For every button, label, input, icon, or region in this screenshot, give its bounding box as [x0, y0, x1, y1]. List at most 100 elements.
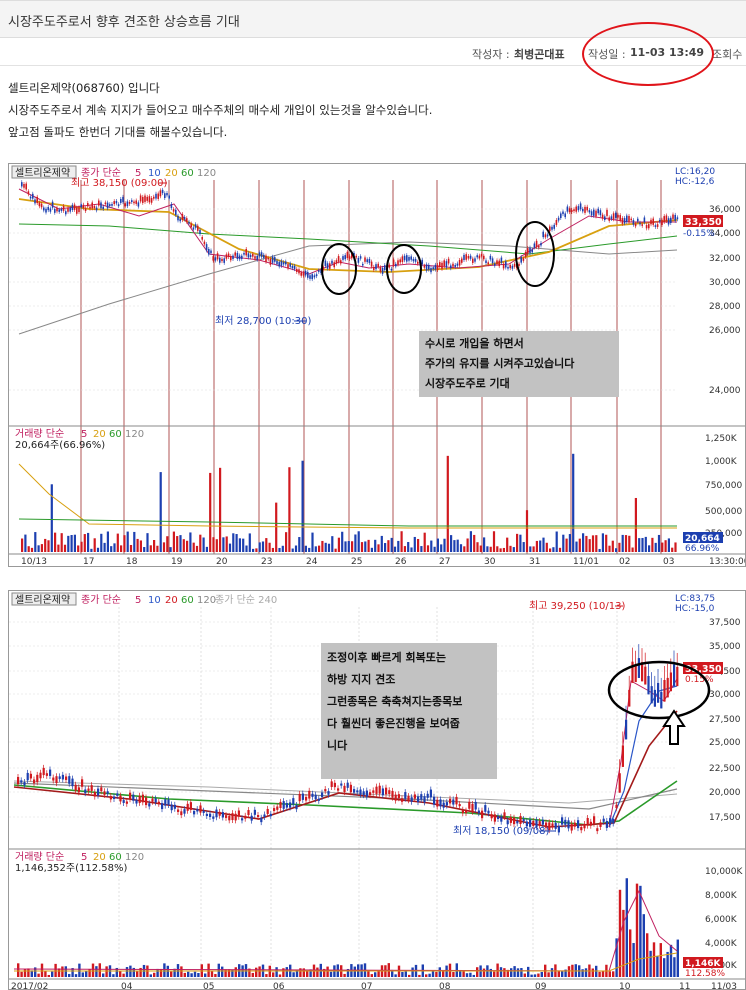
candle-body — [137, 202, 140, 207]
volume-bar — [629, 929, 632, 977]
volume-pct-tag: 66.96% — [685, 544, 720, 554]
volume-bar — [482, 968, 486, 977]
volume-bar — [489, 546, 492, 552]
candle-body — [441, 262, 443, 269]
volume-bar — [195, 545, 199, 552]
candle-body — [42, 767, 45, 776]
candle-body — [637, 218, 639, 222]
candle-body — [582, 208, 584, 212]
candle-body — [631, 661, 634, 683]
candle-body — [65, 211, 67, 215]
volume-bar — [187, 971, 190, 977]
candle-body — [439, 799, 442, 807]
candle-body — [357, 258, 360, 263]
candle-body — [420, 794, 423, 800]
candle-body — [29, 196, 32, 199]
candle-body — [397, 794, 400, 799]
volume-bar — [70, 535, 73, 552]
candle-body — [311, 274, 313, 280]
candle-body — [133, 201, 135, 204]
candle-body — [359, 789, 362, 795]
price-tick: 36,000 — [709, 205, 741, 215]
candle-body — [641, 662, 644, 682]
candle-body — [454, 264, 456, 267]
volume-bar — [37, 973, 40, 977]
volume-bar — [601, 533, 604, 552]
candle-body — [670, 217, 672, 223]
candle-body — [109, 204, 111, 206]
volume-bar — [669, 944, 673, 977]
ma5-legend: 5 — [135, 168, 141, 179]
candle-body — [26, 772, 29, 781]
volume-bar — [125, 967, 129, 977]
candle-body — [292, 798, 295, 805]
volume-bar — [268, 542, 271, 552]
candle-body — [138, 795, 141, 803]
candle-body — [231, 813, 234, 821]
candle-body — [673, 664, 676, 687]
volume-bar — [661, 542, 664, 552]
price-tick: 32,500 — [709, 667, 741, 677]
candle-body — [285, 261, 287, 265]
candle-body — [476, 255, 478, 258]
volume-bar — [21, 538, 24, 552]
volume-bar — [265, 538, 268, 552]
candle-body — [447, 258, 450, 264]
candle-body — [346, 251, 349, 259]
volume-bar — [612, 971, 615, 977]
volume-bar — [329, 971, 333, 977]
candle-body — [621, 745, 624, 767]
candle-body — [463, 254, 465, 261]
volume-bar — [139, 967, 142, 977]
candle-body — [258, 252, 261, 257]
daily-legend-bg — [9, 591, 745, 607]
volume-bar — [435, 971, 438, 977]
candle-body — [122, 800, 125, 803]
candle-body — [188, 221, 190, 224]
candle-body — [223, 258, 225, 263]
candle-body — [359, 256, 362, 259]
candle-body — [296, 268, 298, 272]
volume-bar — [539, 540, 542, 552]
candle-body — [225, 815, 228, 818]
candle-body — [58, 776, 61, 779]
volume-bar — [227, 969, 231, 977]
volume-bar — [23, 969, 27, 977]
volume-bar — [523, 973, 526, 977]
candle-body — [43, 207, 45, 211]
candle-body — [426, 793, 429, 798]
volume-bar — [44, 970, 47, 977]
volume-bar — [659, 943, 662, 977]
candle-body — [51, 201, 54, 208]
candle-body — [417, 261, 419, 264]
volume-bar — [605, 534, 608, 552]
candle-body — [588, 210, 591, 213]
candle-body — [56, 207, 58, 212]
candle-body — [434, 264, 437, 270]
candle-body — [513, 817, 516, 825]
candle-body — [379, 267, 382, 272]
candle-body — [351, 253, 353, 259]
candle-body — [433, 796, 436, 805]
candle-body — [257, 815, 260, 818]
candle-body — [181, 214, 184, 221]
daily-lc-label: LC:83,75 — [675, 594, 715, 604]
author-name[interactable]: 최병곤대표 — [514, 48, 565, 61]
x-axis-label: 11/03 — [711, 982, 737, 990]
candle-body — [632, 220, 635, 225]
volume-bar — [535, 540, 538, 552]
x-axis-label: 19 — [171, 557, 183, 567]
volume-bar — [272, 972, 275, 977]
x-axis-label: 18 — [126, 557, 138, 567]
candle-body — [252, 253, 254, 257]
candle-body — [52, 777, 55, 781]
x-axis-label: 25 — [351, 557, 362, 567]
candle-body — [533, 243, 536, 248]
volume-bar — [190, 973, 193, 977]
circle-highlight-1 — [321, 243, 357, 295]
daily-ma20-legend: 20 — [165, 595, 178, 606]
candle-body — [148, 196, 151, 203]
volume-bar — [417, 538, 420, 552]
candle-body — [295, 804, 298, 810]
